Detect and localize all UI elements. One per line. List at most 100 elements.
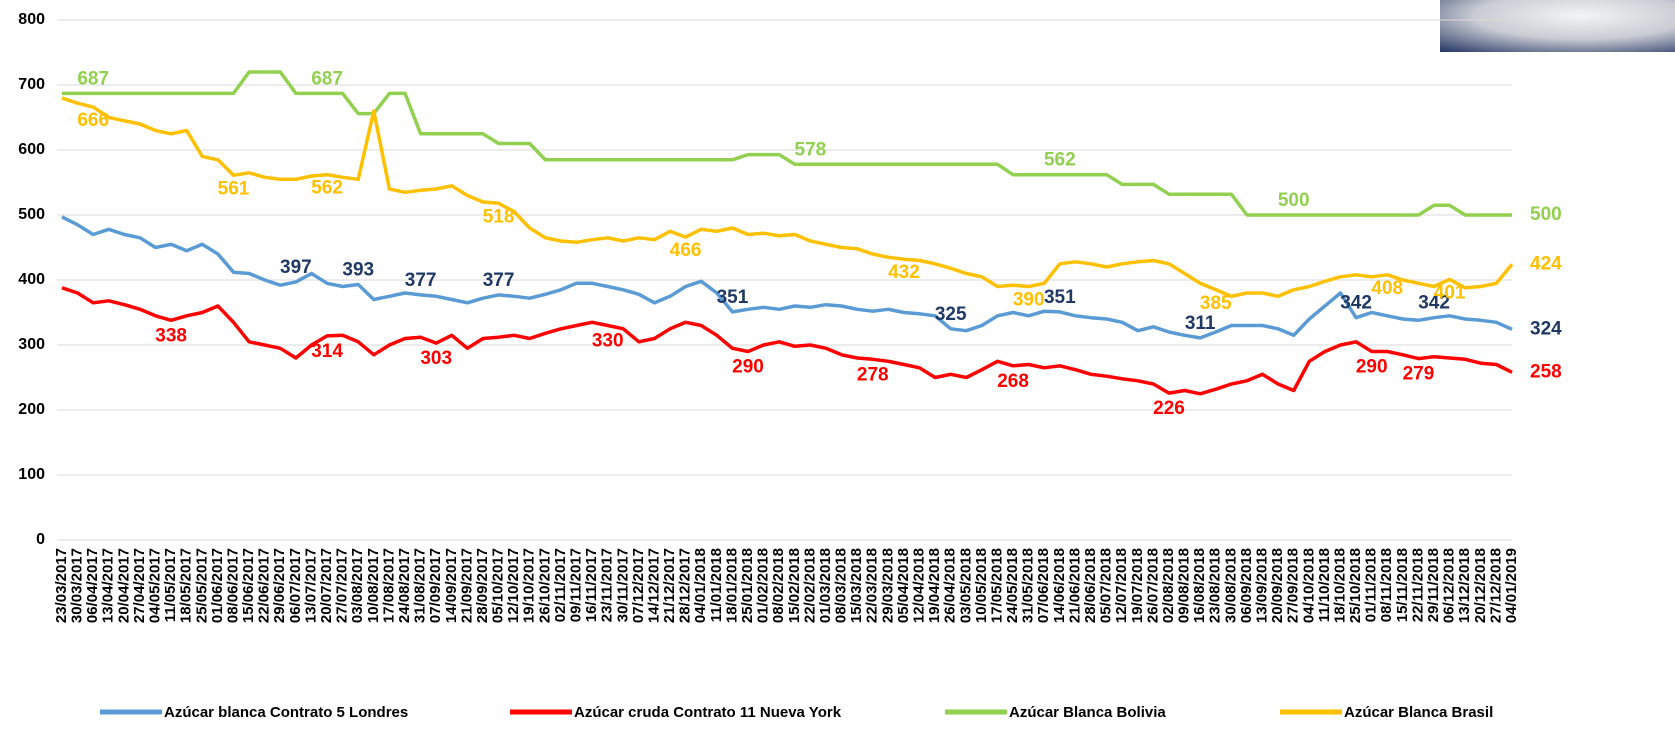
data-label: 666 [77,110,109,131]
data-label: 401 [1434,282,1466,303]
x-tick-label: 14/06/2018 [1051,548,1068,623]
x-tick-label: 31/08/2017 [412,548,429,623]
x-tick-label: 15/11/2018 [1394,548,1411,622]
y-tick-label: 100 [18,466,45,483]
data-label: 290 [1356,357,1388,378]
x-tick-label: 30/08/2018 [1222,548,1239,623]
data-label: 408 [1371,278,1403,299]
x-tick-label: 29/03/2018 [879,548,896,623]
data-label: 687 [77,68,109,89]
grid: 010020030040050060070080023/03/201730/03… [18,11,1520,623]
x-tick-label: 22/11/2018 [1409,548,1426,622]
x-tick-label: 28/12/2017 [677,548,694,623]
x-tick-label: 14/09/2017 [443,548,460,623]
x-tick-label: 20/09/2018 [1269,548,1286,623]
data-label: 424 [1530,253,1562,274]
data-label: 687 [311,68,343,89]
x-tick-label: 20/04/2017 [115,548,132,623]
data-label: 351 [1044,287,1076,308]
y-tick-label: 0 [36,531,45,548]
x-tick-label: 07/09/2017 [427,548,444,623]
x-tick-label: 24/08/2017 [396,548,413,623]
data-label: 351 [717,287,749,308]
x-tick-label: 22/02/2018 [801,548,818,623]
x-tick-label: 01/11/2018 [1363,548,1380,622]
x-tick-label: 27/07/2017 [334,548,351,623]
data-label: 390 [1013,290,1045,311]
x-tick-label: 06/07/2017 [287,548,304,623]
x-tick-label: 09/11/2017 [567,548,584,622]
x-tick-label: 16/11/2017 [583,548,600,622]
series-line [62,288,1512,394]
data-label: 311 [1185,313,1216,334]
x-tick-label: 26/07/2018 [1144,548,1161,623]
x-tick-label: 02/11/2017 [552,548,569,622]
x-tick-label: 08/06/2017 [224,548,241,623]
x-tick-label: 08/11/2018 [1378,548,1395,622]
data-label: 518 [483,206,515,227]
x-tick-label: 28/06/2018 [1082,548,1099,623]
legend-label: Azúcar Blanca Bolivia [1009,704,1166,721]
x-tick-label: 25/05/2017 [193,548,210,623]
x-tick-label: 23/03/2017 [53,548,70,623]
series [62,72,1512,394]
data-label: 562 [1044,150,1076,171]
x-tick-label: 05/04/2018 [895,548,912,623]
x-tick-label: 13/07/2017 [302,548,319,623]
x-tick-label: 19/10/2017 [521,548,538,623]
x-tick-label: 04/01/2018 [692,548,709,623]
x-tick-label: 25/01/2018 [739,548,756,623]
data-label: 578 [795,139,827,160]
x-tick-label: 16/08/2018 [1191,548,1208,623]
x-tick-label: 31/05/2018 [1020,548,1037,623]
x-tick-label: 05/10/2017 [490,548,507,623]
data-label: 377 [483,270,515,291]
x-tick-label: 21/12/2017 [661,548,678,623]
data-label: 290 [732,357,764,378]
x-tick-label: 13/09/2018 [1254,548,1271,623]
x-tick-label: 29/06/2017 [271,548,288,623]
data-label: 377 [405,270,437,291]
y-tick-label: 700 [18,76,45,93]
data-label: 279 [1403,364,1435,385]
legend-label: Azúcar Blanca Brasil [1344,704,1493,721]
x-tick-label: 03/05/2018 [957,548,974,623]
x-tick-label: 06/09/2018 [1238,548,1255,623]
x-tick-label: 09/08/2018 [1176,548,1193,623]
x-tick-label: 23/11/2017 [599,548,616,622]
y-tick-label: 400 [18,271,45,288]
x-tick-label: 25/10/2018 [1347,548,1364,623]
legend-label: Azúcar cruda Contrato 11 Nueva York [574,704,842,721]
x-tick-label: 17/05/2018 [988,548,1005,623]
x-tick-label: 19/04/2018 [926,548,943,623]
x-tick-label: 27/04/2017 [131,548,148,623]
data-label: 432 [888,262,920,283]
x-tick-label: 18/05/2017 [178,548,195,623]
data-label: 314 [311,341,343,362]
x-tick-label: 15/06/2017 [240,548,257,623]
chart: 010020030040050060070080023/03/201730/03… [0,0,1675,738]
x-tick-label: 13/12/2018 [1456,548,1473,623]
data-label: 226 [1153,398,1185,419]
x-tick-label: 02/08/2018 [1160,548,1177,623]
x-tick-label: 11/10/2018 [1316,548,1333,622]
y-tick-label: 200 [18,401,45,418]
y-tick-label: 500 [18,206,45,223]
x-tick-label: 17/08/2017 [380,548,397,623]
x-tick-label: 18/01/2018 [723,548,740,623]
data-label: 500 [1530,204,1562,225]
x-tick-label: 08/03/2018 [833,548,850,623]
x-tick-label: 27/12/2018 [1487,548,1504,623]
x-tick-label: 03/08/2017 [349,548,366,623]
x-tick-label: 30/03/2017 [69,548,86,623]
x-tick-label: 04/01/2019 [1503,548,1520,623]
x-tick-label: 04/10/2018 [1300,548,1317,623]
x-tick-label: 12/10/2017 [505,548,522,623]
data-label: 325 [935,304,967,325]
x-tick-label: 23/08/2018 [1207,548,1224,623]
data-label: 338 [155,325,187,346]
x-tick-label: 22/06/2017 [256,548,273,623]
x-tick-label: 29/11/2018 [1425,548,1442,622]
x-tick-label: 15/02/2018 [786,548,803,623]
x-tick-label: 07/06/2018 [1035,548,1052,623]
